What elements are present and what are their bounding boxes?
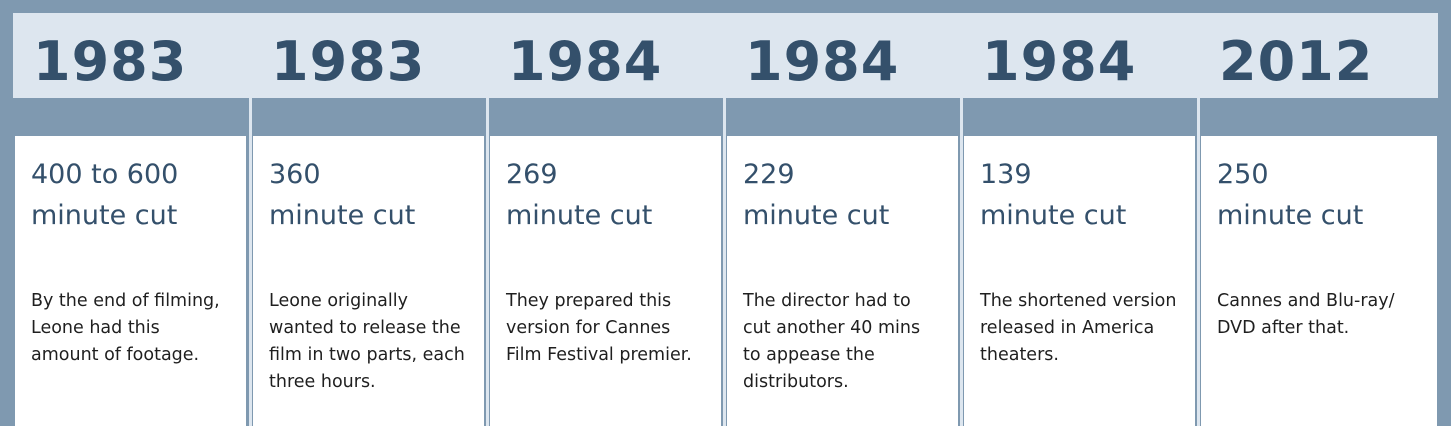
description-line: DVD after that. bbox=[1217, 318, 1350, 338]
cut-length: 250 bbox=[1217, 159, 1269, 190]
column-divider bbox=[1197, 98, 1200, 426]
description-line: Cannes and Blu-ray/ bbox=[1217, 291, 1395, 311]
description-line: Leone originally bbox=[269, 291, 408, 311]
description-line: amount of footage. bbox=[31, 345, 200, 365]
cut-length-title: 400 to 600 minute cut bbox=[31, 154, 246, 236]
year-label: 1984 bbox=[745, 30, 900, 93]
description-line: The shortened version bbox=[980, 291, 1177, 311]
description-line: Film Festival premier. bbox=[506, 345, 692, 365]
cut-unit: minute cut bbox=[743, 200, 890, 231]
cut-card: 229 minute cut The director had to cut a… bbox=[727, 136, 958, 426]
description-line: The director had to bbox=[743, 291, 911, 311]
description-line: wanted to release the bbox=[269, 318, 461, 338]
description-line: They prepared this bbox=[506, 291, 672, 311]
cut-description: Leone originally wanted to release the f… bbox=[269, 288, 481, 396]
year-label: 1984 bbox=[982, 30, 1137, 93]
description-line: released in America bbox=[980, 318, 1155, 338]
cut-description: By the end of filming, Leone had this am… bbox=[31, 288, 243, 369]
cut-card: 400 to 600 minute cut By the end of film… bbox=[15, 136, 246, 426]
year-label: 1983 bbox=[33, 30, 188, 93]
cut-length-title: 229 minute cut bbox=[743, 154, 958, 236]
column-divider bbox=[723, 98, 726, 426]
description-line: theaters. bbox=[980, 345, 1059, 365]
cut-length-title: 360 minute cut bbox=[269, 154, 484, 236]
cut-description: The shortened version released in Americ… bbox=[980, 288, 1192, 369]
cut-description: They prepared this version for Cannes Fi… bbox=[506, 288, 718, 369]
description-line: version for Cannes bbox=[506, 318, 671, 338]
cut-length-title: 250 minute cut bbox=[1217, 154, 1432, 236]
description-line: cut another 40 mins bbox=[743, 318, 921, 338]
cut-unit: minute cut bbox=[31, 200, 178, 231]
cut-length-title: 139 minute cut bbox=[980, 154, 1195, 236]
description-line: film in two parts, each bbox=[269, 345, 465, 365]
cut-length-title: 269 minute cut bbox=[506, 154, 721, 236]
column-divider bbox=[249, 98, 252, 426]
cut-description: The director had to cut another 40 mins … bbox=[743, 288, 955, 396]
cut-length: 229 bbox=[743, 159, 795, 190]
cut-length: 360 bbox=[269, 159, 321, 190]
cut-length: 400 to 600 bbox=[31, 159, 179, 190]
year-band bbox=[13, 13, 1438, 98]
cut-card: 250 minute cut Cannes and Blu-ray/ DVD a… bbox=[1201, 136, 1437, 426]
year-label: 2012 bbox=[1219, 30, 1374, 93]
cut-length: 139 bbox=[980, 159, 1032, 190]
column-divider bbox=[486, 98, 489, 426]
cut-card: 269 minute cut They prepared this versio… bbox=[490, 136, 721, 426]
description-line: Leone had this bbox=[31, 318, 160, 338]
cut-unit: minute cut bbox=[506, 200, 653, 231]
cut-length: 269 bbox=[506, 159, 558, 190]
cut-unit: minute cut bbox=[269, 200, 416, 231]
description-line: to appease the bbox=[743, 345, 875, 365]
cut-card: 360 minute cut Leone originally wanted t… bbox=[253, 136, 484, 426]
cut-description: Cannes and Blu-ray/ DVD after that. bbox=[1217, 288, 1429, 342]
description-line: three hours. bbox=[269, 372, 376, 392]
year-label: 1984 bbox=[508, 30, 663, 93]
description-line: By the end of filming, bbox=[31, 291, 220, 311]
cut-card: 139 minute cut The shortened version rel… bbox=[964, 136, 1195, 426]
cut-unit: minute cut bbox=[980, 200, 1127, 231]
column-divider bbox=[960, 98, 963, 426]
cut-unit: minute cut bbox=[1217, 200, 1364, 231]
description-line: distributors. bbox=[743, 372, 849, 392]
year-label: 1983 bbox=[271, 30, 426, 93]
